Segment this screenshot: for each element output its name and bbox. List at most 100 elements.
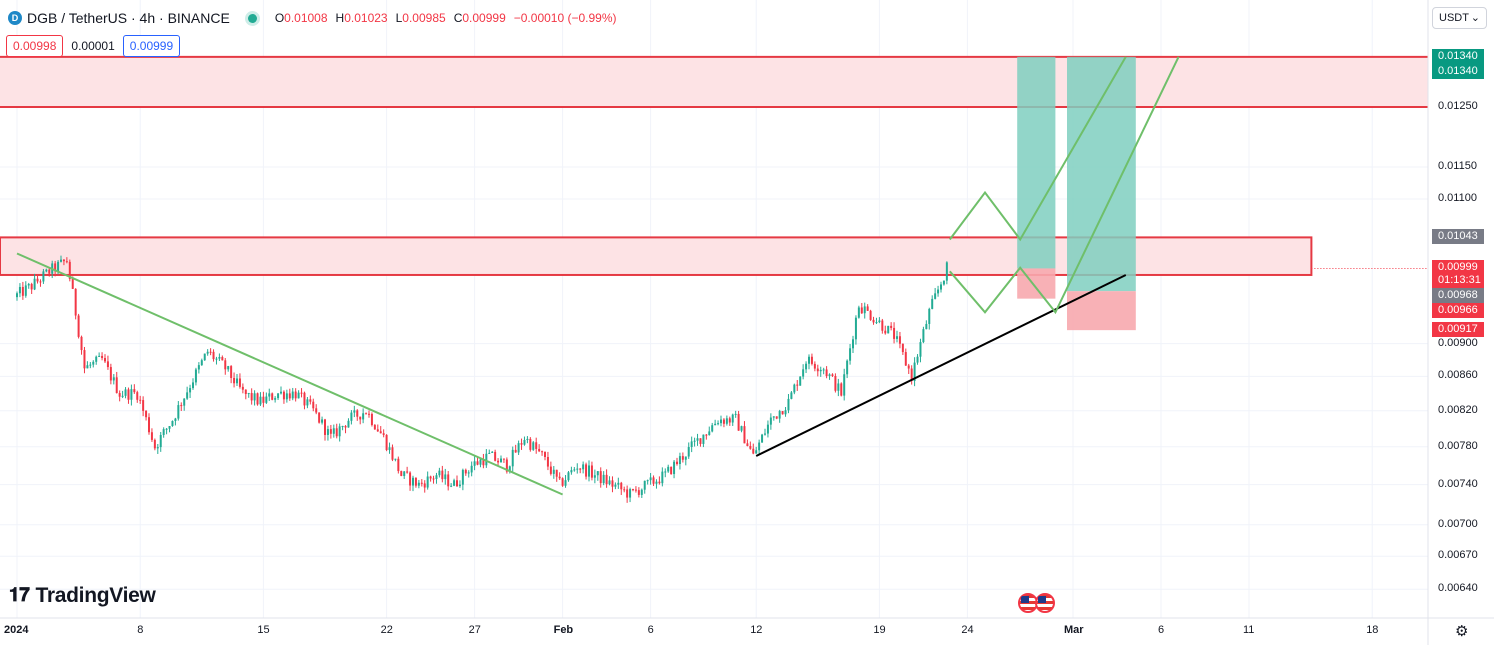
candle-body	[931, 298, 934, 309]
candle-body	[153, 439, 156, 449]
candle-body	[379, 431, 382, 434]
time-tick-label: 27	[468, 624, 481, 636]
candle-body	[708, 431, 711, 436]
candle-body	[808, 356, 810, 364]
candle-body	[353, 410, 356, 413]
candle-body	[913, 362, 916, 382]
candle-body	[362, 413, 365, 420]
economic-events[interactable]	[1018, 593, 1055, 613]
candle-body	[417, 482, 420, 486]
candle-body	[646, 480, 649, 482]
candle-body	[294, 391, 297, 399]
candle-body	[576, 468, 579, 470]
candle-body	[150, 432, 153, 440]
candle-body	[643, 480, 646, 490]
candle-body	[825, 369, 828, 377]
price-label: 0.00999 01:13:31	[1432, 260, 1484, 289]
candle-body	[145, 410, 148, 418]
candle-body	[567, 472, 570, 481]
candle-body	[919, 342, 922, 357]
candle-body	[500, 458, 502, 463]
candle-body	[54, 263, 57, 272]
buy-price-button[interactable]: 0.00999	[122, 35, 181, 57]
candle-body	[247, 393, 250, 395]
candle-body	[904, 352, 907, 366]
candle-body	[139, 399, 142, 401]
candle-body	[461, 469, 464, 485]
gear-icon[interactable]: ⚙	[1455, 623, 1469, 640]
candle-body	[277, 393, 280, 399]
candle-body	[180, 405, 183, 407]
candle-body	[174, 418, 177, 421]
candle-body	[62, 259, 65, 262]
candle-body	[115, 377, 118, 394]
candle-body	[541, 451, 544, 453]
price-label: 0.00966	[1432, 303, 1484, 319]
candle-body	[83, 350, 86, 369]
candle-body	[928, 308, 931, 324]
candle-body	[840, 383, 843, 396]
tradingview-mark-icon: 𝟏𝟕	[9, 585, 30, 606]
candle-body	[869, 310, 872, 320]
candle-body	[705, 434, 708, 436]
candle-body	[535, 442, 538, 449]
candle-body	[101, 355, 104, 359]
price-tick-label: 0.00780	[1438, 439, 1478, 452]
candle-body	[588, 465, 590, 477]
candle-body	[502, 458, 505, 460]
dgb-logo-icon: D	[8, 11, 22, 25]
candle-body	[291, 391, 294, 399]
tradingview-logo[interactable]: 𝟏𝟕 TradingView	[9, 584, 156, 608]
long-positions[interactable]	[1017, 56, 1136, 331]
candle-body	[186, 392, 189, 399]
candle-body	[743, 426, 746, 444]
candle-body	[564, 480, 567, 486]
tradingview-wordmark: TradingView	[35, 584, 156, 607]
candle-body	[485, 453, 488, 466]
candle-body	[30, 284, 33, 290]
candle-body	[488, 452, 491, 454]
symbol-title[interactable]: DGB / TetherUS · 4h · BINANCE	[27, 10, 230, 26]
candle-body	[482, 459, 485, 466]
candle-body	[866, 306, 869, 311]
candle-body	[887, 325, 890, 334]
sell-price-button[interactable]: 0.00998	[6, 35, 64, 57]
price-tick-label: 0.00700	[1438, 517, 1478, 530]
us-flag-icon[interactable]	[1035, 593, 1055, 613]
candle-body	[391, 447, 394, 460]
time-tick-label: 6	[647, 624, 654, 636]
chevron-down-icon: ⌄	[1470, 12, 1480, 24]
candle-body	[687, 447, 690, 457]
price-tick-label: 0.00670	[1438, 549, 1478, 562]
candle-body	[18, 286, 21, 294]
candle-body	[940, 284, 942, 290]
candle-body	[769, 417, 772, 425]
candle-body	[156, 447, 159, 449]
candle-body	[426, 476, 429, 488]
candle-body	[256, 393, 259, 405]
candle-body	[890, 325, 893, 328]
resistance-zone	[0, 56, 1428, 107]
candle-body	[109, 367, 112, 381]
candle-body	[376, 429, 379, 432]
ohlc-low: L0.00985	[395, 11, 446, 25]
candle-body	[359, 416, 362, 420]
candle-body	[678, 456, 681, 465]
candle-body	[573, 469, 576, 471]
candle-body	[321, 419, 324, 423]
ohlc-change: −0.00010 (−0.99%)	[513, 11, 617, 25]
candle-body	[92, 361, 95, 365]
candle-body	[570, 470, 573, 473]
candle-body	[787, 398, 790, 411]
candle-body	[36, 278, 39, 282]
currency-select[interactable]: USDT ⌄	[1432, 7, 1487, 29]
drawn-lines[interactable]	[16, 56, 1180, 496]
candle-body	[385, 434, 388, 451]
candle-body	[764, 433, 766, 435]
price-tick-label: 0.01100	[1438, 192, 1477, 205]
candle-body	[623, 489, 626, 491]
candle-body	[582, 464, 585, 470]
candle-body	[649, 477, 652, 481]
candle-body	[637, 490, 640, 495]
